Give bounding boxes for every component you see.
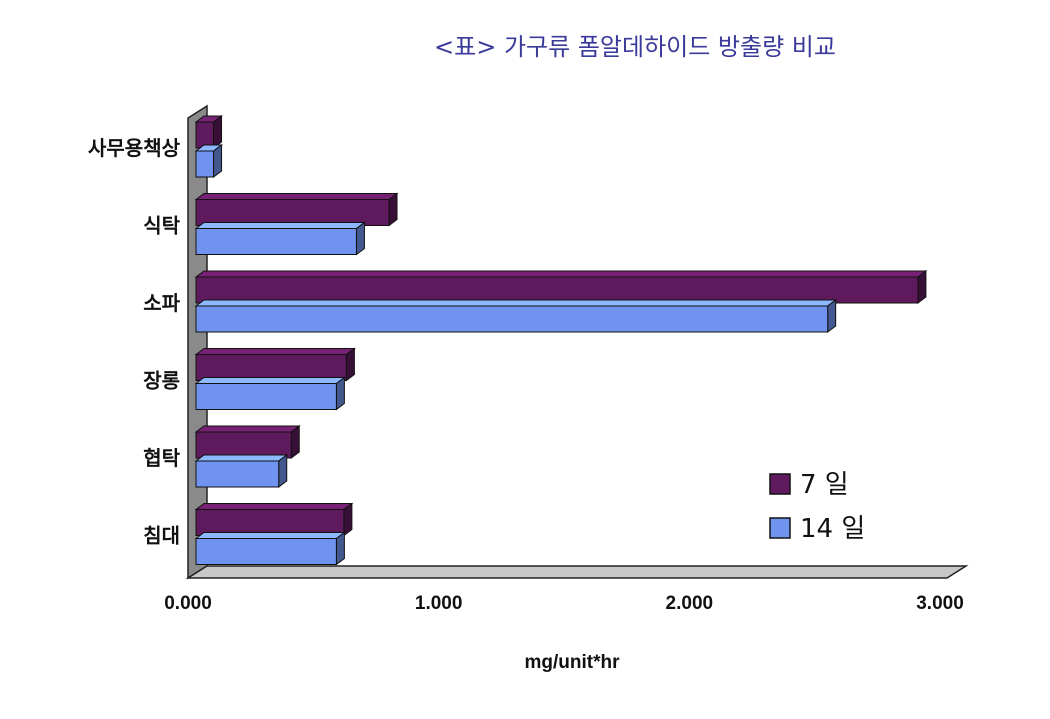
bar-2-0: [194, 270, 928, 304]
x-tick-label-0: 0.000: [164, 593, 212, 614]
bar-0-0: [194, 115, 224, 149]
legend-label-1: 14 일: [800, 514, 865, 544]
chart-title: <표> 가구류 폼알데하이드 방출량 비교: [434, 33, 836, 61]
legend-item-0: 7 일: [769, 470, 849, 500]
bar-2-1: [194, 299, 838, 333]
x-tick-label-3: 3.000: [916, 593, 964, 614]
bar-0-1: [194, 144, 224, 178]
bar-3-1: [194, 376, 346, 411]
category-label-0: 사무용책상: [88, 136, 181, 160]
plot-floor: [185, 565, 969, 579]
x-tick-labels: 0.000 1.000 2.000 3.000: [164, 593, 964, 614]
x-tick-label-1: 1.000: [415, 593, 463, 614]
category-label-5: 침대: [143, 524, 180, 548]
category-label-1: 식탁: [143, 214, 180, 238]
legend: 7 일 14 일: [769, 470, 865, 544]
x-axis-label: mg/unit*hr: [525, 652, 621, 673]
legend-item-1: 14 일: [769, 514, 865, 544]
category-label-3: 장롱: [143, 369, 180, 393]
x-tick-label-2: 2.000: [666, 593, 714, 614]
legend-swatch-0: [769, 473, 791, 495]
bar-4-1: [194, 454, 289, 488]
bar-1-1: [194, 221, 366, 256]
bar-5-0: [194, 502, 354, 537]
category-label-4: 협탁: [143, 446, 180, 470]
bar-1-0: [194, 192, 399, 227]
bar-3-0: [194, 347, 356, 382]
legend-label-0: 7 일: [800, 470, 849, 500]
bar-4-0: [194, 425, 301, 459]
bar-5-1: [194, 531, 346, 566]
category-label-2: 소파: [143, 291, 180, 315]
legend-swatch-1: [769, 517, 791, 539]
bars-group: [194, 115, 928, 566]
